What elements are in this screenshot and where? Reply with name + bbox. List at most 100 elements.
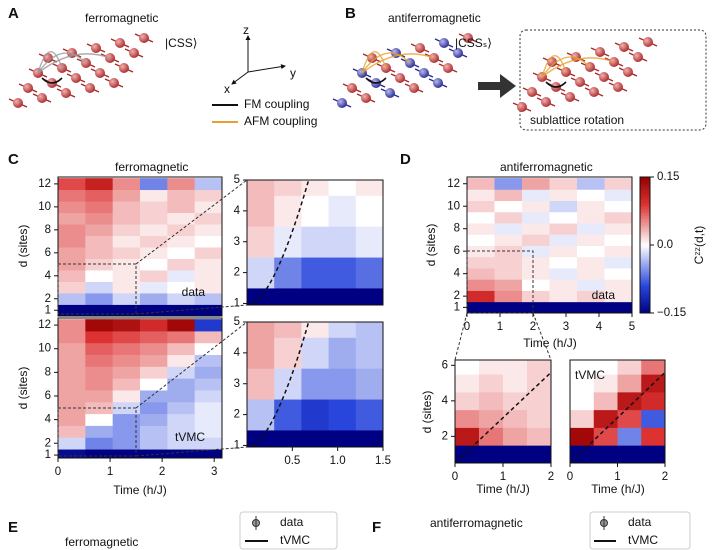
heatmap-cell	[467, 268, 495, 280]
x-tick-label: 1	[500, 471, 506, 483]
heatmap-cell	[167, 425, 196, 438]
x-tick-label: 0	[464, 321, 470, 333]
axis-name: x	[224, 82, 230, 96]
heatmap-cell	[112, 401, 141, 415]
heatmap-cell	[140, 437, 168, 450]
heatmap-cell	[85, 342, 114, 356]
colorbar-segment	[640, 288, 650, 291]
x-tick-label: 1	[614, 471, 620, 483]
x-tick-label: 1.0	[330, 455, 346, 467]
y-tick-label: 6	[442, 359, 448, 371]
colorbar-segment	[640, 220, 650, 223]
heatmap-cell	[167, 413, 196, 426]
spin	[575, 77, 585, 87]
x-tick-label: 0	[55, 466, 61, 478]
heatmap-cell	[570, 427, 595, 446]
colorbar-segment	[640, 233, 650, 237]
spin	[23, 83, 33, 93]
heatmap-cell	[85, 425, 114, 438]
heatmap-cell	[593, 391, 618, 411]
panel-label-text: data	[182, 285, 206, 299]
plot-frame	[57, 176, 223, 317]
legend-box	[239, 511, 338, 550]
y-tick-label: 8	[45, 366, 51, 378]
heatmap-cell	[577, 223, 605, 235]
heatmap-cell	[467, 200, 495, 213]
heatmap-cell	[604, 245, 632, 258]
panel-label: C	[8, 151, 19, 168]
colorbar-segment	[640, 283, 650, 287]
colorbar-segment	[640, 204, 650, 207]
heatmap-cell	[167, 437, 196, 450]
heatmap-cell	[112, 413, 141, 426]
heatmap-cell	[577, 211, 605, 224]
heatmap-cell	[140, 212, 168, 225]
heatmap-cell	[194, 319, 222, 332]
y-tick-label: 3	[234, 378, 240, 390]
heatmap-cell	[522, 256, 550, 269]
colorbar-segment	[640, 310, 650, 314]
colorbar-segment	[640, 226, 650, 230]
panel-title: ferromagnetic	[115, 160, 188, 174]
heatmap-cell	[522, 178, 550, 190]
heatmap-cell	[274, 399, 302, 431]
x-tick-label: 5	[629, 321, 635, 333]
heatmap-cell	[247, 288, 275, 305]
heatmap-cell	[140, 224, 168, 236]
x-tick-label: 0	[567, 471, 573, 483]
heatmap-cell	[328, 368, 357, 400]
heatmap-cell	[58, 212, 86, 225]
y-tick-label: 10	[447, 200, 460, 212]
colorbar-segment	[640, 238, 650, 241]
heatmap-cell	[85, 449, 114, 458]
spin	[415, 43, 425, 53]
heatmap-cell	[549, 245, 578, 258]
y-tick-label: 2	[454, 290, 460, 302]
state-label: |CSSₛ⟩	[455, 36, 492, 50]
heatmap-cell	[577, 189, 605, 202]
spin	[589, 87, 599, 97]
heatmap-cell	[112, 247, 141, 259]
heatmap-cell	[112, 201, 141, 214]
heatmap-cell	[328, 257, 357, 289]
heatmap	[247, 322, 383, 447]
colorbar-tick-label: 0.15	[657, 171, 679, 183]
spin	[139, 33, 149, 43]
spin	[623, 67, 633, 77]
axis-name: y	[290, 66, 296, 80]
heatmap-cell	[604, 290, 632, 303]
heatmap-cell	[247, 226, 275, 258]
heatmap-cell	[112, 281, 141, 294]
colorbar-segment	[640, 213, 650, 216]
colorbar-segment	[640, 181, 650, 185]
heatmap-cell	[167, 247, 196, 259]
heatmap-cell	[494, 189, 523, 202]
heatmap-cell	[577, 301, 605, 313]
y-tick-label: 5	[234, 316, 240, 328]
zoom-box	[57, 407, 137, 457]
axis-name: z	[243, 23, 249, 37]
spin	[95, 68, 105, 78]
heatmap-cell	[167, 354, 196, 367]
heatmap-cell	[549, 268, 578, 280]
heatmap-cell	[58, 319, 86, 332]
colorbar-segment	[640, 308, 650, 312]
heatmap-cell	[455, 374, 480, 393]
heatmap-cell	[593, 360, 618, 375]
colorbar-segment	[640, 269, 650, 273]
heatmap-cell	[570, 409, 595, 428]
heatmap-cell	[58, 390, 86, 403]
spin	[337, 98, 347, 108]
heatmap-cell	[503, 391, 528, 411]
panel-title: antiferromagnetic	[388, 11, 481, 25]
colorbar-segment	[640, 267, 650, 271]
plot-frame	[246, 179, 384, 306]
heatmap-cell	[167, 281, 196, 294]
colorbar-segment	[640, 211, 650, 214]
x-axis-label: Time (h/J)	[523, 336, 577, 350]
heatmap-cell	[140, 258, 168, 271]
legend-label: data	[628, 515, 652, 529]
coupling-arc	[541, 56, 591, 78]
heatmap-cell	[112, 437, 141, 450]
heatmap-cell	[194, 304, 222, 316]
